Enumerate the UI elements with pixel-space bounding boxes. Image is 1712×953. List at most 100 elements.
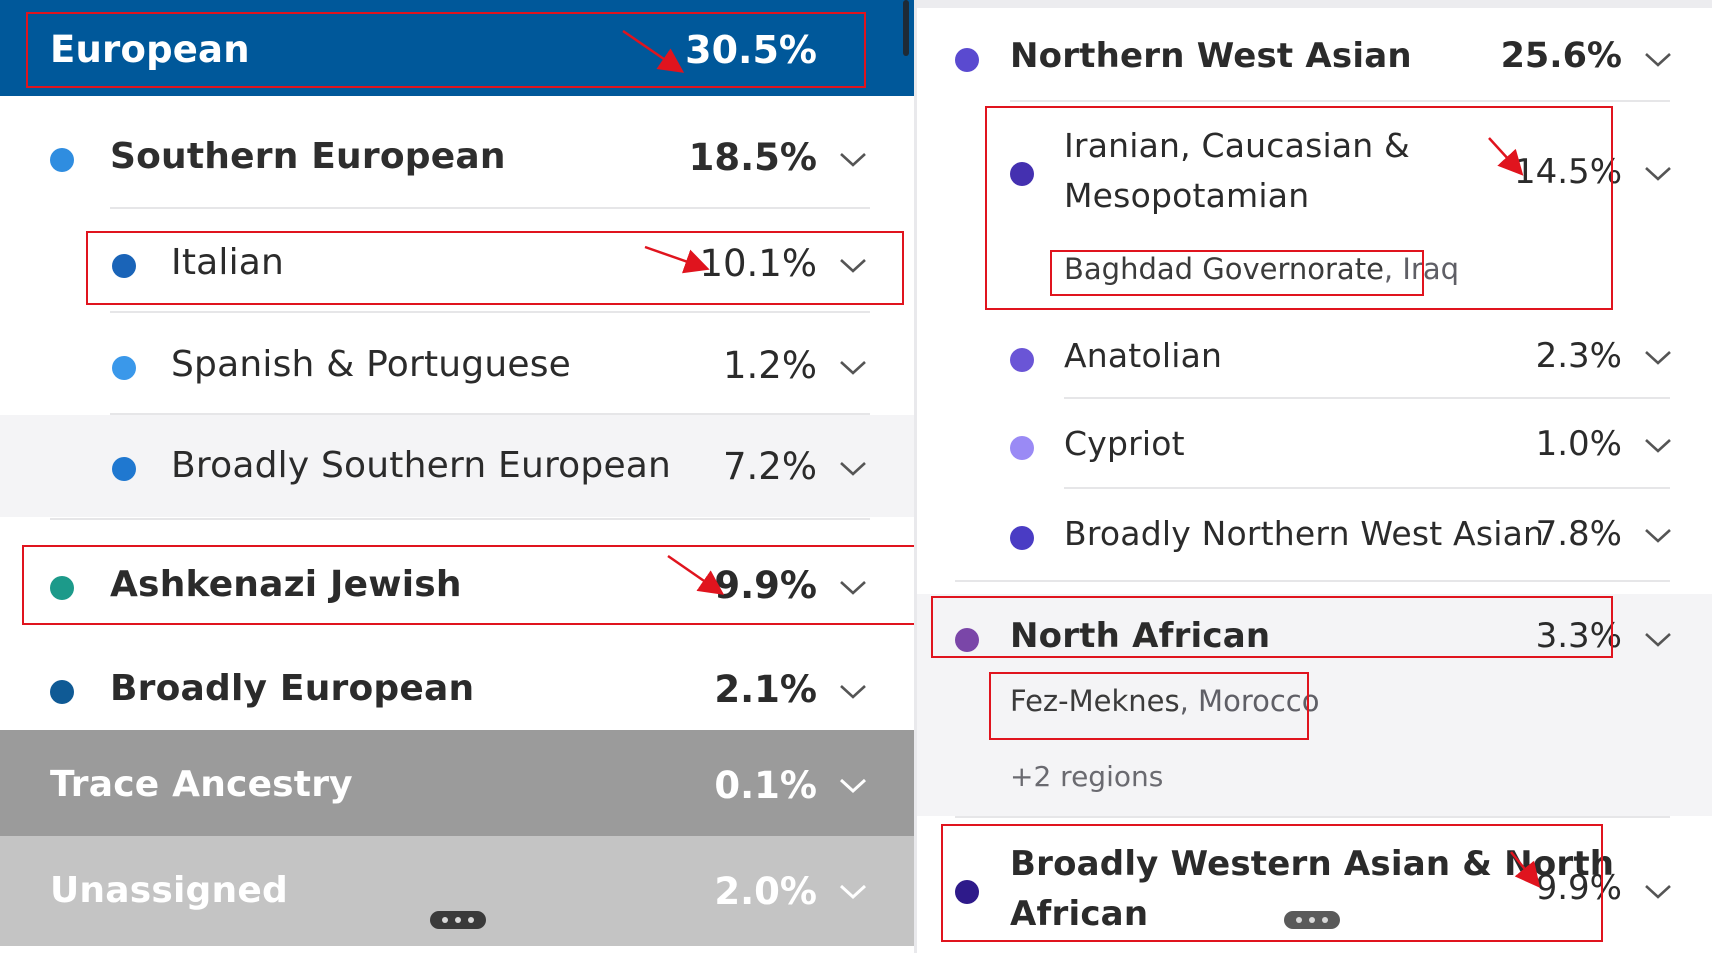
broadly-western-asian-north-african-dot — [955, 880, 979, 904]
anatolian-percent: 2.3% — [1535, 336, 1622, 376]
north-african-dot — [955, 628, 979, 652]
northern-west-asian-percent: 25.6% — [1500, 36, 1622, 76]
chevron-down-icon[interactable] — [839, 882, 867, 902]
italian-dot — [112, 254, 136, 278]
cypriot-percent: 1.0% — [1535, 424, 1622, 464]
iranian-region-name: Baghdad Governorate — [1064, 252, 1384, 286]
scrollbar[interactable] — [903, 0, 909, 56]
broadly-western-asian-north-african-percent: 9.9% — [1535, 868, 1622, 908]
anatolian-label: Anatolian — [1064, 336, 1223, 375]
northern-west-asian-row[interactable]: Northern West Asian 25.6% — [917, 14, 1712, 100]
european-panel: European 30.5% Southern European 18.5% I… — [0, 0, 917, 946]
broadly-southern-european-label: Broadly Southern European — [171, 445, 672, 486]
chevron-down-icon[interactable] — [1644, 526, 1672, 546]
unassigned-label: Unassigned — [50, 870, 288, 911]
iranian-caucasian-mesopotamian-label-line2: Mesopotamian — [1064, 176, 1310, 215]
chevron-down-icon[interactable] — [839, 256, 867, 276]
divider — [110, 207, 870, 209]
iranian-caucasian-mesopotamian-label-line1: Iranian, Caucasian & — [1064, 126, 1410, 165]
ashkenazi-jewish-row[interactable]: Ashkenazi Jewish 9.9% — [0, 540, 917, 622]
ashkenazi-jewish-percent: 9.9% — [714, 564, 817, 607]
cypriot-label: Cypriot — [1064, 424, 1185, 463]
cypriot-row[interactable]: Cypriot 1.0% — [917, 404, 1712, 486]
broadly-western-asian-north-african-row[interactable]: Broadly Western Asian & North African 9.… — [917, 822, 1712, 953]
trace-ancestry-row[interactable]: Trace Ancestry 0.1% — [0, 730, 917, 836]
western-asian-panel: Northern West Asian 25.6% Iranian, Cauca… — [917, 0, 1712, 953]
broadly-northern-west-asian-label: Broadly Northern West Asian — [1064, 514, 1545, 553]
spanish-portuguese-dot — [112, 356, 136, 380]
italian-percent: 10.1% — [699, 242, 817, 285]
chevron-down-icon[interactable] — [1644, 348, 1672, 368]
broadly-southern-european-percent: 7.2% — [723, 445, 817, 488]
southern-european-dot — [50, 148, 74, 172]
divider — [110, 311, 870, 313]
european-header[interactable]: European 30.5% — [0, 0, 917, 96]
southern-european-percent: 18.5% — [688, 136, 817, 179]
cypriot-dot — [1010, 436, 1034, 460]
broadly-southern-european-dot — [112, 457, 136, 481]
broadly-european-row[interactable]: Broadly European 2.1% — [0, 638, 917, 728]
page-indicator[interactable] — [1284, 911, 1340, 929]
spanish-portuguese-label: Spanish & Portuguese — [171, 344, 572, 385]
broadly-european-dot — [50, 680, 74, 704]
iranian-region-country: , Iraq — [1383, 252, 1460, 286]
divider — [955, 580, 1670, 582]
broadly-western-asian-north-african-label-line2: African — [1010, 894, 1149, 934]
divider — [110, 413, 870, 415]
broadly-european-label: Broadly European — [110, 668, 475, 709]
spanish-portuguese-row[interactable]: Spanish & Portuguese 1.2% — [0, 318, 917, 414]
spanish-portuguese-percent: 1.2% — [723, 344, 817, 387]
ashkenazi-jewish-label: Ashkenazi Jewish — [110, 564, 462, 605]
divider — [50, 518, 870, 520]
chevron-down-icon[interactable] — [839, 682, 867, 702]
divider — [955, 816, 1670, 818]
southern-european-label: Southern European — [110, 136, 506, 177]
north-african-percent: 3.3% — [1535, 616, 1622, 656]
unassigned-percent: 2.0% — [714, 870, 817, 913]
ashkenazi-jewish-dot — [50, 576, 74, 600]
north-african-region-name: Fez-Meknes — [1010, 684, 1180, 718]
anatolian-row[interactable]: Anatolian 2.3% — [917, 318, 1712, 398]
european-header-label: European — [50, 28, 250, 71]
chevron-down-icon[interactable] — [839, 150, 867, 170]
broadly-western-asian-north-african-label-line1: Broadly Western Asian & North — [1010, 844, 1615, 884]
broadly-european-percent: 2.1% — [714, 668, 817, 711]
north-african-label: North African — [1010, 616, 1271, 656]
italian-row[interactable]: Italian 10.1% — [0, 214, 917, 304]
top-shade — [917, 0, 1712, 8]
unassigned-row[interactable]: Unassigned 2.0% — [0, 836, 917, 946]
page-indicator[interactable] — [430, 911, 486, 929]
chevron-down-icon[interactable] — [1644, 436, 1672, 456]
north-african-region-country: , Morocco — [1179, 684, 1320, 718]
chevron-down-icon[interactable] — [839, 459, 867, 479]
chevron-down-icon[interactable] — [839, 776, 867, 796]
italian-label: Italian — [171, 242, 285, 283]
northern-west-asian-label: Northern West Asian — [1010, 36, 1412, 76]
anatolian-dot — [1010, 348, 1034, 372]
broadly-northern-west-asian-percent: 7.8% — [1535, 514, 1622, 554]
divider — [1064, 397, 1670, 399]
iranian-caucasian-mesopotamian-dot — [1010, 162, 1034, 186]
trace-ancestry-label: Trace Ancestry — [50, 764, 353, 805]
divider — [1010, 100, 1670, 102]
broadly-northern-west-asian-dot — [1010, 526, 1034, 550]
broadly-southern-european-row[interactable]: Broadly Southern European 7.2% — [0, 415, 917, 517]
north-african-row[interactable]: North African 3.3% Fez-Meknes, Morocco +… — [917, 594, 1712, 816]
southern-european-row[interactable]: Southern European 18.5% — [0, 110, 917, 190]
chevron-down-icon[interactable] — [1644, 164, 1672, 184]
european-header-percent: 30.5% — [685, 28, 817, 72]
northern-west-asian-dot — [955, 48, 979, 72]
trace-ancestry-percent: 0.1% — [714, 764, 817, 807]
chevron-down-icon[interactable] — [1644, 882, 1672, 902]
north-african-region-link[interactable]: Fez-Meknes, Morocco — [1010, 684, 1320, 718]
divider — [1064, 487, 1670, 489]
chevron-down-icon[interactable] — [1644, 50, 1672, 70]
chevron-down-icon[interactable] — [839, 358, 867, 378]
chevron-down-icon[interactable] — [1644, 630, 1672, 650]
iranian-caucasian-mesopotamian-row[interactable]: Iranian, Caucasian & Mesopotamian 14.5% … — [917, 106, 1712, 306]
chevron-down-icon[interactable] — [839, 578, 867, 598]
iranian-caucasian-mesopotamian-percent: 14.5% — [1513, 152, 1622, 192]
iranian-region-link[interactable]: Baghdad Governorate, Iraq — [1064, 252, 1459, 286]
more-regions-link[interactable]: +2 regions — [1010, 760, 1164, 793]
broadly-northern-west-asian-row[interactable]: Broadly Northern West Asian 7.8% — [917, 494, 1712, 578]
